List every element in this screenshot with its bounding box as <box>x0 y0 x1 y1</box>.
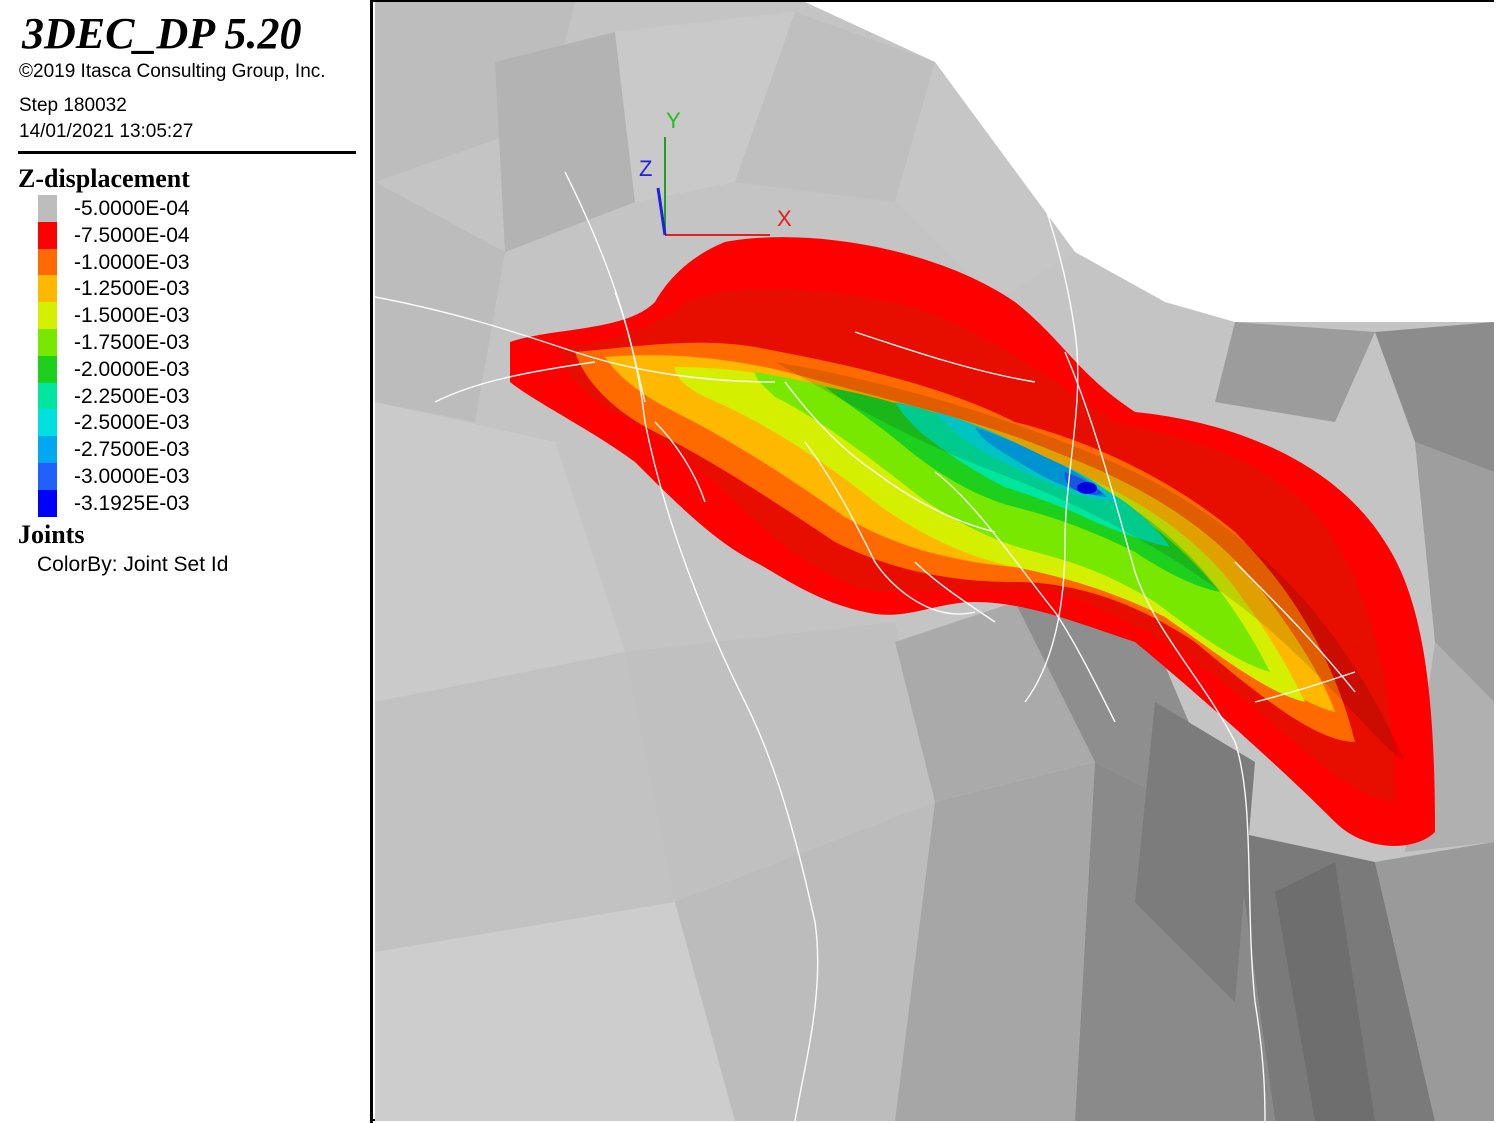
app-title: 3DEC_DP 5.20 <box>22 9 302 58</box>
z-axis-line <box>656 187 667 236</box>
legend-separator <box>18 151 356 154</box>
x-axis-label: X <box>777 206 792 231</box>
displacement-contours <box>510 237 1435 846</box>
joints-title: Joints <box>18 520 85 549</box>
legend-swatch <box>38 329 57 356</box>
legend-swatch <box>38 409 57 437</box>
legend-swatch <box>38 463 57 490</box>
contour-title: Z-displacement <box>18 164 190 193</box>
legend-level-label: -7.5000E-04 <box>74 223 190 247</box>
legend-level-label: -5.0000E-04 <box>74 197 190 220</box>
axis-triad: X Y Z <box>639 108 792 236</box>
legend-level-label: -1.2500E-03 <box>74 277 190 301</box>
legend-level-label: -1.7500E-03 <box>74 331 190 354</box>
model-viewport: X Y Z <box>375 2 1494 1121</box>
legend-panel: 3DEC_DP 5.20 ©2019 Itasca Consulting Gro… <box>0 0 373 1123</box>
legend-swatch <box>38 195 57 222</box>
legend-swatch <box>38 221 57 249</box>
timestamp-text: 14/01/2021 13:05:27 <box>19 121 194 142</box>
rock-facets <box>375 2 1494 1121</box>
joint-traces <box>375 151 1356 1121</box>
legend-level-label: -1.0000E-03 <box>74 250 190 274</box>
legend-swatch <box>38 489 57 517</box>
legend-swatch <box>38 302 57 330</box>
legend-level-label: -1.5000E-03 <box>74 304 190 328</box>
z-axis-label: Z <box>639 156 652 181</box>
model-view[interactable]: X Y Z <box>375 2 1494 1121</box>
copyright-text: ©2019 Itasca Consulting Group, Inc. <box>19 61 326 82</box>
legend-level-label: -2.7500E-03 <box>74 438 190 462</box>
legend-swatch <box>38 355 57 383</box>
legend-swatch <box>38 248 57 276</box>
legend-swatch <box>38 275 57 303</box>
legend-level-label: -2.5000E-03 <box>74 411 190 435</box>
step-text: Step 180032 <box>19 95 127 116</box>
legend-swatch <box>38 382 57 410</box>
joints-colorby-text: ColorBy: Joint Set Id <box>37 553 229 576</box>
legend-level-label: -2.2500E-03 <box>74 384 190 408</box>
y-axis-label: Y <box>666 108 681 133</box>
legend-level-label: -3.1925E-03 <box>74 491 190 515</box>
legend-swatch <box>38 436 57 464</box>
legend-level-label: -2.0000E-03 <box>74 357 190 381</box>
legend-level-label: -3.0000E-03 <box>74 465 190 488</box>
